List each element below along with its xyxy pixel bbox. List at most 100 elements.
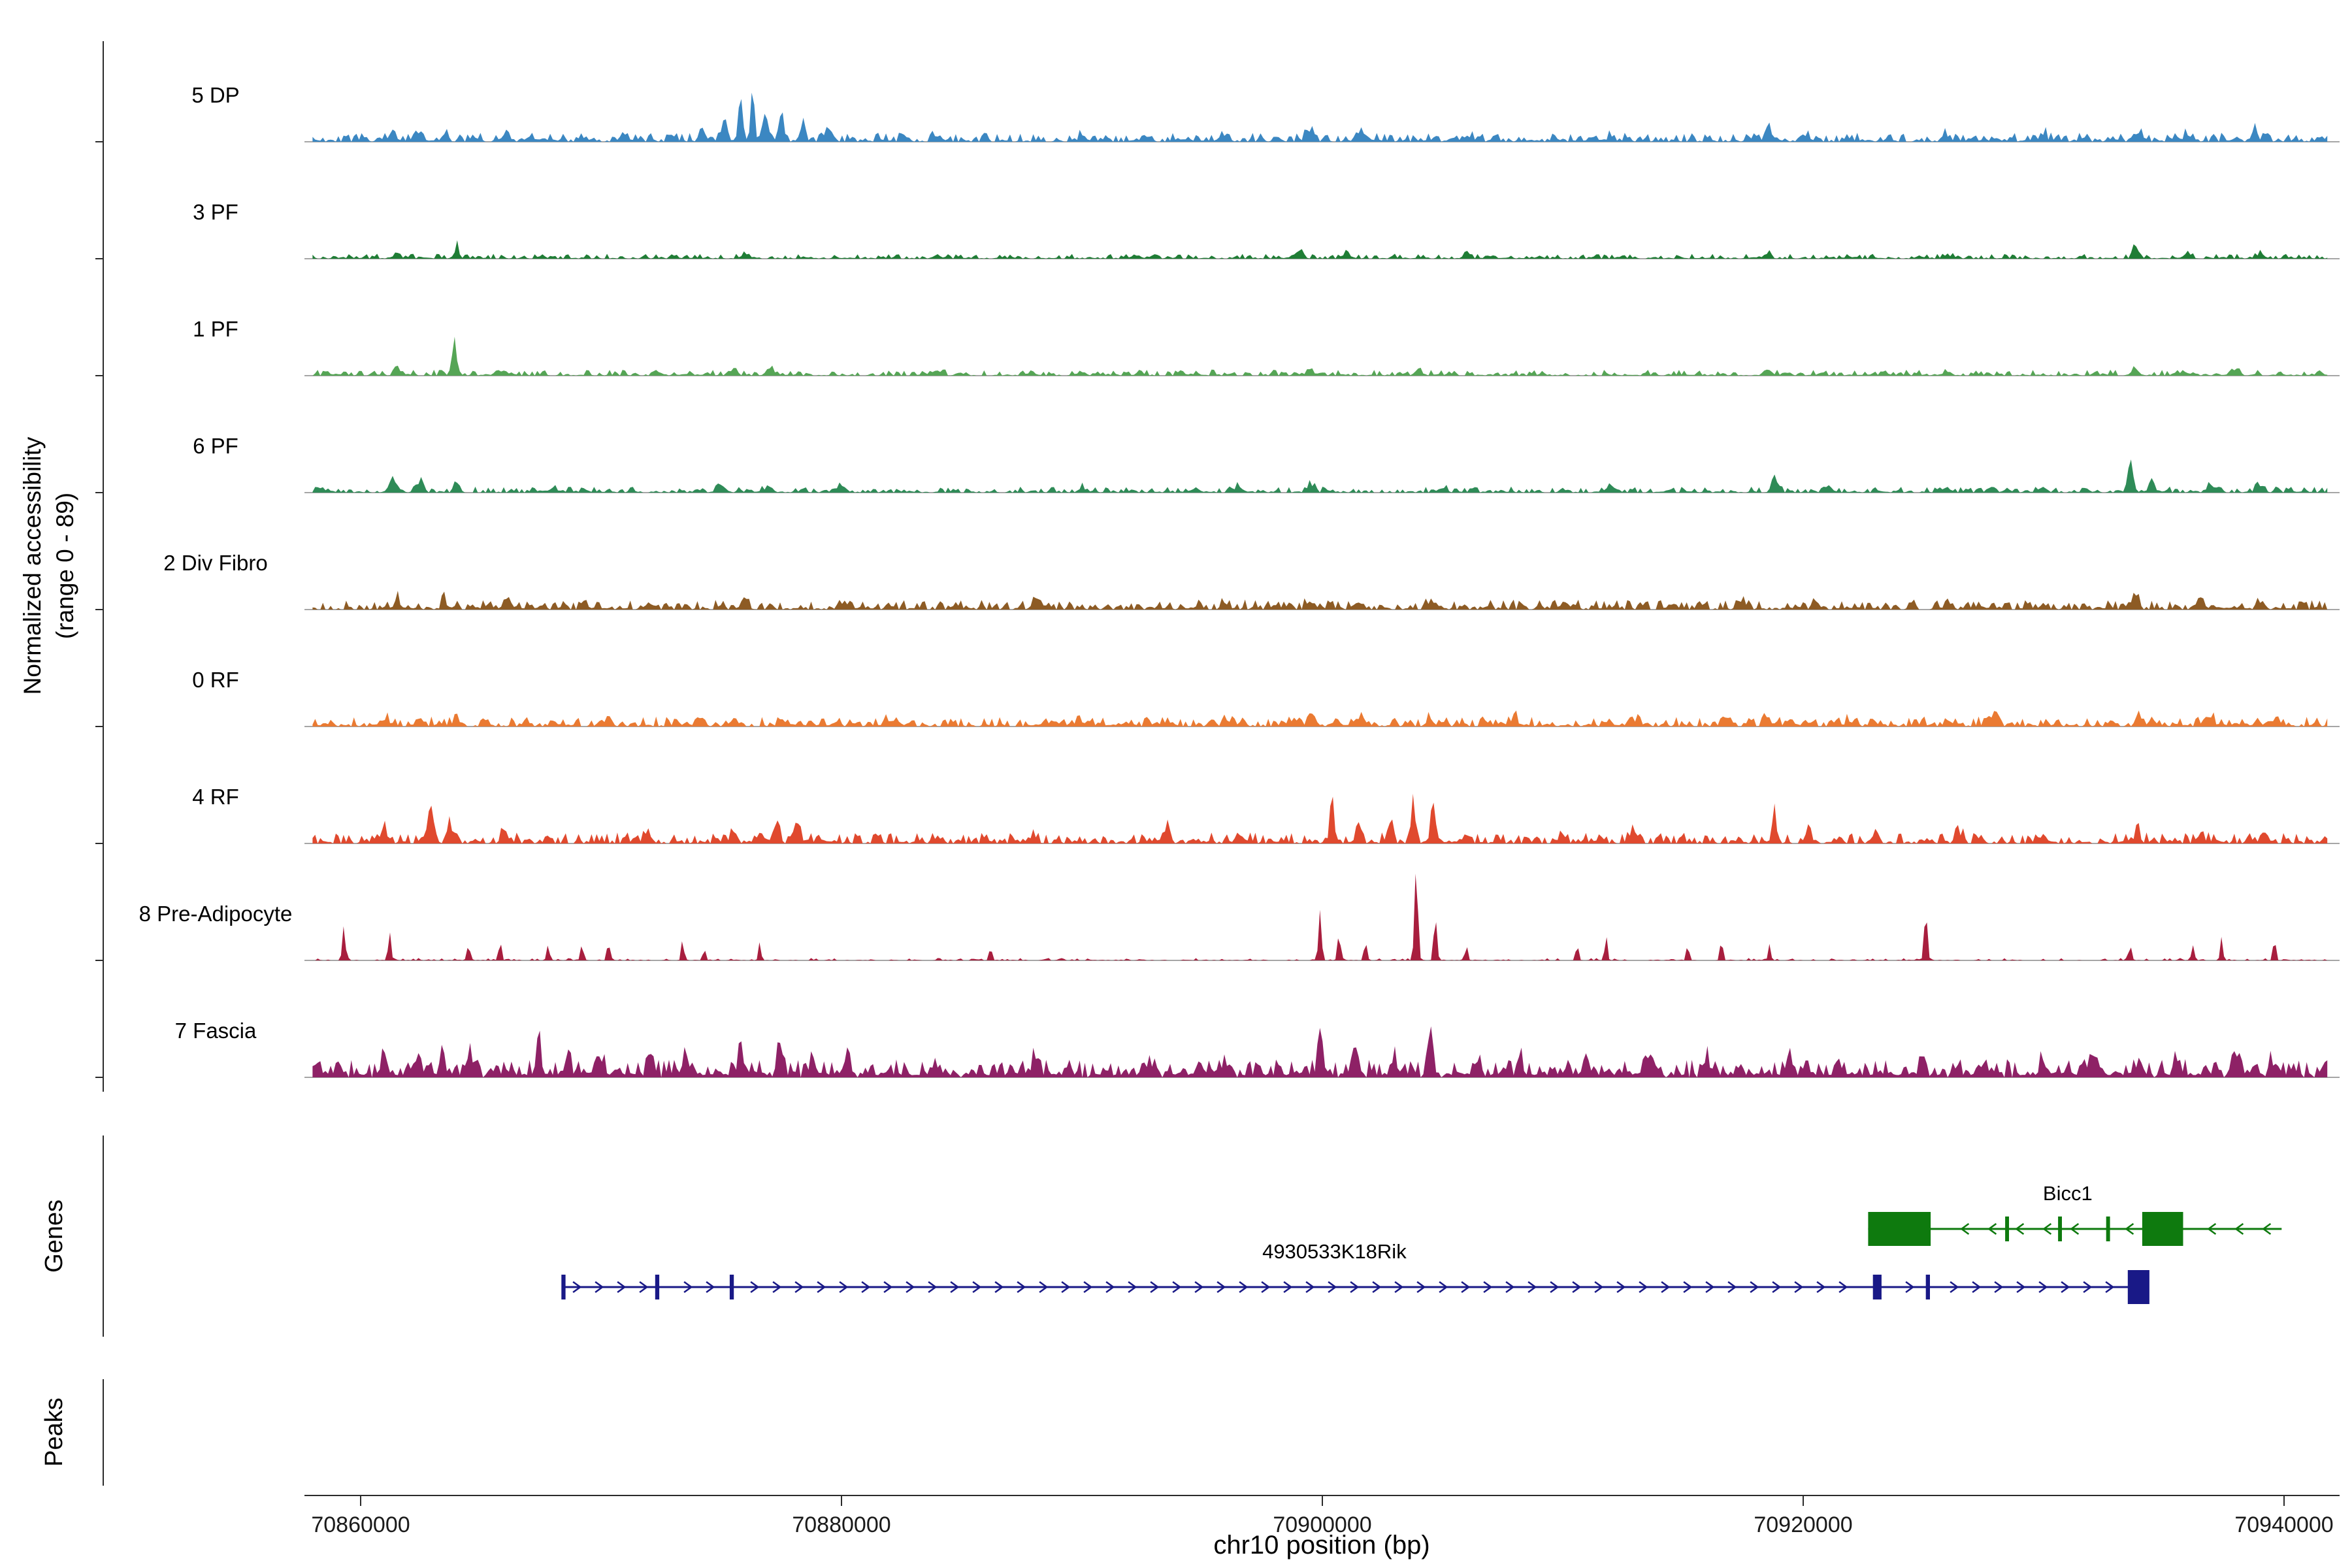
strand-arrow-icon bbox=[1061, 1281, 1071, 1294]
strand-arrow-icon bbox=[1150, 1281, 1160, 1294]
strand-arrow-icon bbox=[1128, 1281, 1137, 1294]
strand-arrow-icon bbox=[1905, 1281, 1915, 1294]
strand-arrow-icon bbox=[1328, 1281, 1337, 1294]
strand-arrow-icon bbox=[1950, 1281, 1959, 1294]
strand-arrow-icon bbox=[1960, 1222, 1970, 1235]
coverage-signal-5-dp bbox=[312, 92, 2328, 142]
strand-arrow-icon bbox=[2016, 1281, 2026, 1294]
strand-arrow-icon bbox=[1772, 1281, 1782, 1294]
strand-arrow-icon bbox=[772, 1281, 782, 1294]
strand-arrow-icon bbox=[2061, 1281, 2070, 1294]
track-label: 7 Fascia bbox=[175, 1019, 257, 1043]
strand-arrow-icon bbox=[994, 1281, 1004, 1294]
strand-arrow-icon bbox=[972, 1281, 982, 1294]
x-axis-tick-label: 70880000 bbox=[792, 1512, 890, 1537]
strand-arrow-icon bbox=[595, 1281, 604, 1294]
x-axis-tick-label: 70920000 bbox=[1754, 1512, 1852, 1537]
strand-arrow-icon bbox=[1350, 1281, 1360, 1294]
strand-arrow-icon bbox=[861, 1281, 871, 1294]
gene-exon bbox=[729, 1275, 734, 1299]
strand-arrow-icon bbox=[1838, 1281, 1848, 1294]
strand-arrow-icon bbox=[1505, 1281, 1515, 1294]
strand-arrow-icon bbox=[2105, 1281, 2115, 1294]
strand-arrow-icon bbox=[683, 1281, 693, 1294]
track-label: 0 RF bbox=[192, 668, 239, 692]
coverage-track: 4 RF bbox=[95, 785, 2340, 844]
gene-annotation-layer: Bicc1 4930533K18Rik bbox=[561, 1182, 2282, 1304]
coverage-track: 8 Pre-Adipocyte bbox=[95, 874, 2340, 961]
strand-arrow-icon bbox=[1483, 1281, 1493, 1294]
gene-4930533K18Rik: 4930533K18Rik bbox=[561, 1240, 2149, 1304]
strand-arrow-icon bbox=[2234, 1222, 2244, 1235]
coverage-signal-3-pf bbox=[312, 240, 2328, 259]
strand-arrow-icon bbox=[1994, 1281, 2004, 1294]
gene-name-label: Bicc1 bbox=[2043, 1182, 2093, 1205]
strand-arrow-icon bbox=[1261, 1281, 1271, 1294]
track-label: 6 PF bbox=[193, 434, 238, 458]
strand-arrow-icon bbox=[1750, 1281, 1759, 1294]
strand-arrow-icon bbox=[1794, 1281, 1804, 1294]
strand-arrow-icon bbox=[1083, 1281, 1093, 1294]
strand-arrow-icon bbox=[1816, 1281, 1826, 1294]
coverage-track: 3 PF bbox=[95, 200, 2340, 259]
strand-arrow-icon bbox=[639, 1281, 649, 1294]
gene-exon bbox=[2005, 1217, 2009, 1241]
strand-arrow-icon bbox=[950, 1281, 960, 1294]
strand-arrow-icon bbox=[2125, 1222, 2134, 1235]
accessibility-tracks-layer: 5 DP 3 PF 1 PF 6 PF 2 Div Fibro 0 RF 4 RF 8 Pre… bbox=[95, 83, 2340, 1078]
strand-arrow-icon bbox=[883, 1281, 893, 1294]
strand-arrow-icon bbox=[1305, 1281, 1315, 1294]
gene-Bicc1: Bicc1 bbox=[1868, 1182, 2282, 1246]
strand-arrow-icon bbox=[1683, 1281, 1693, 1294]
strand-arrow-icon bbox=[1987, 1222, 1997, 1235]
x-axis-tick-label: 70900000 bbox=[1273, 1512, 1371, 1537]
coverage-track: 0 RF bbox=[95, 668, 2340, 727]
track-label: 2 Div Fibro bbox=[163, 551, 268, 575]
strand-arrow-icon bbox=[1550, 1281, 1560, 1294]
coverage-signal-0-rf bbox=[312, 710, 2328, 727]
gene-name-label: 4930533K18Rik bbox=[1262, 1240, 1407, 1263]
coverage-signal-7-fascia bbox=[312, 1026, 2328, 1077]
strand-arrow-icon bbox=[1105, 1281, 1115, 1294]
y-axis-label-line-2: (range 0 - 89) bbox=[52, 493, 78, 639]
track-label: 1 PF bbox=[193, 317, 238, 341]
strand-arrow-icon bbox=[572, 1281, 582, 1294]
strand-arrow-icon bbox=[2070, 1222, 2080, 1235]
strand-arrow-icon bbox=[1239, 1281, 1249, 1294]
coverage-signal-2-div-fibro bbox=[312, 591, 2328, 610]
gene-exon bbox=[655, 1275, 660, 1299]
strand-arrow-icon bbox=[1661, 1281, 1671, 1294]
gene-exon bbox=[2142, 1212, 2183, 1246]
track-label: 8 Pre-Adipocyte bbox=[139, 902, 293, 926]
coverage-signal-4-rf bbox=[312, 793, 2328, 843]
gene-exon bbox=[2127, 1270, 2149, 1304]
strand-arrow-icon bbox=[1972, 1281, 1982, 1294]
gene-exon bbox=[1925, 1275, 1930, 1299]
coverage-track: 2 Div Fibro bbox=[95, 551, 2340, 610]
strand-arrow-icon bbox=[2038, 1281, 2048, 1294]
strand-arrow-icon bbox=[1394, 1281, 1404, 1294]
gene-exon bbox=[1868, 1212, 1931, 1246]
coverage-signal-8-pre-adipocyte bbox=[312, 874, 2328, 960]
track-label: 3 PF bbox=[193, 200, 238, 224]
strand-arrow-icon bbox=[1194, 1281, 1204, 1294]
strand-arrow-icon bbox=[1572, 1281, 1582, 1294]
coverage-signal-1-pf bbox=[312, 336, 2328, 376]
y-axis-label-line-1: Normalized accessibility bbox=[19, 436, 46, 694]
strand-arrow-icon bbox=[1461, 1281, 1471, 1294]
coverage-track: 5 DP bbox=[95, 83, 2340, 142]
strand-arrow-icon bbox=[839, 1281, 849, 1294]
strand-arrow-icon bbox=[794, 1281, 804, 1294]
coverage-track: 7 Fascia bbox=[95, 1019, 2340, 1078]
peaks-section-label: Peaks bbox=[41, 1397, 68, 1467]
strand-arrow-icon bbox=[1217, 1281, 1226, 1294]
strand-arrow-icon bbox=[617, 1281, 627, 1294]
gene-exon bbox=[2058, 1217, 2062, 1241]
strand-arrow-icon bbox=[1594, 1281, 1604, 1294]
x-axis-tick-label: 70940000 bbox=[2234, 1512, 2333, 1537]
x-axis-title: chr10 position (bp) bbox=[1213, 1531, 1429, 1560]
strand-arrow-icon bbox=[906, 1281, 915, 1294]
strand-arrow-icon bbox=[2015, 1222, 2025, 1235]
